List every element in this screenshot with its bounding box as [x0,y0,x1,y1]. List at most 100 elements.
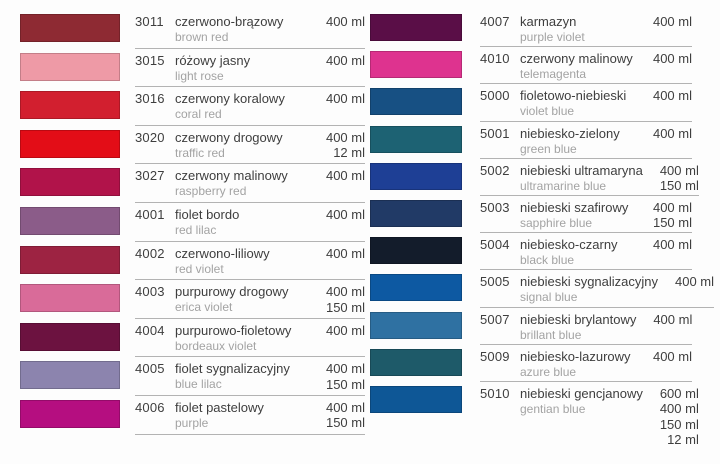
color-code: 3020 [135,129,165,145]
color-swatch [370,311,462,339]
color-swatch [370,88,462,116]
color-name-pl: czerwony malinowy [175,168,288,184]
color-names: czerwony koralowy coral red [173,91,309,122]
color-row: 5000 fioletowo-niebieski violet blue 400… [370,84,692,122]
color-row-text: 5007 niebieski brylantowy brillant blue … [480,308,693,345]
color-swatch [20,322,120,351]
color-name-en: red lilac [175,222,217,237]
volume-list: 400 ml [309,323,365,339]
color-row-text: 5005 niebieski sygnalizacyjny signal blu… [480,270,715,308]
color-name-en: erica violet [175,300,233,315]
volume-item: 400 ml [653,311,693,327]
volume-list: 400 ml [636,312,692,328]
color-row: 5001 niebiesko-zielony green blue 400 ml [370,122,692,159]
color-row: 5003 niebieski szafirowy sapphire blue 4… [370,196,692,234]
color-names: czerwono-brązowy brown red [173,14,309,45]
color-row: 5004 niebiesko-czarny black blue 400 ml [370,233,692,271]
volume-item: 400 ml [652,237,692,253]
color-name-pl: niebieski brylantowy [520,311,637,327]
volume-item: 400 ml [652,348,692,364]
color-name-pl: niebieski szafirowy [520,199,629,215]
color-swatch [370,199,462,227]
color-code: 4001 [135,206,165,222]
color-code: 5005 [480,274,510,290]
volume-item: 400 ml [652,88,692,104]
volume-item: 400 ml [674,274,715,290]
volume-item: 400 ml [325,322,365,338]
color-code: 3027 [135,168,165,184]
color-swatch [370,125,462,153]
color-row-text: 4004 purpurowo-fioletowy bordeaux violet… [135,319,365,358]
color-names: niebieski ultramaryna ultramarine blue [518,163,643,194]
color-row: 4007 karmazyn purple violet 400 ml [370,10,692,48]
color-name-pl: czerwono-liliowy [175,245,270,261]
color-row: 3011 czerwono-brązowy brown red 400 ml [20,10,365,49]
color-code: 4010 [480,51,510,67]
color-names: niebieski gencjanowy gentian blue [518,386,643,417]
volume-list: 400 ml [309,246,365,262]
color-row: 4010 czerwony malinowy telemagenta 400 m… [370,47,692,85]
volume-list: 400 ml [636,237,692,253]
color-swatch [20,129,120,158]
volume-item: 400 ml [325,129,365,145]
color-code: 5004 [480,237,510,253]
volume-item: 400 ml [652,14,692,29]
volume-list: 400 ml [309,207,365,223]
color-name-pl: czerwono-brązowy [175,14,284,29]
color-row-text: 3011 czerwono-brązowy brown red 400 ml [135,10,365,49]
color-name-pl: czerwony koralowy [175,91,285,107]
color-name-pl: karmazyn [520,14,577,29]
color-row: 3015 różowy jasny light rose 400 ml [20,49,365,88]
color-row: 4005 fiolet sygnalizacyjny blue lilac 40… [20,357,365,396]
color-name-en: traffic red [175,145,225,160]
color-row: 4006 fiolet pastelowy purple 400 ml 150 m… [20,396,365,435]
volume-item: 400 ml [325,52,365,68]
volume-item: 400 ml [652,51,692,67]
color-name-en: azure blue [520,364,577,379]
volume-item: 150 ml [325,299,365,315]
color-row-text: 4006 fiolet pastelowy purple 400 ml 150 m… [135,396,365,435]
color-code: 4004 [135,322,165,338]
color-row: 4004 purpurowo-fioletowy bordeaux violet… [20,319,365,358]
volume-item: 400 ml [325,399,365,415]
color-name-pl: fiolet pastelowy [175,399,264,415]
color-name-en: signal blue [520,290,578,305]
color-row: 4002 czerwono-liliowy red violet 400 ml [20,242,365,281]
color-row: 3020 czerwony drogowy traffic red 400 ml… [20,126,365,165]
color-row-text: 5001 niebiesko-zielony green blue 400 ml [480,122,692,159]
color-code: 3015 [135,52,165,68]
color-name-en: purple [175,415,209,430]
color-swatch [20,206,120,235]
color-swatch [370,385,462,413]
color-name-pl: niebiesko-zielony [520,125,620,141]
color-code: 4003 [135,284,165,300]
color-name-pl: niebiesko-lazurowy [520,348,631,364]
volume-list: 400 ml 12 ml [309,130,365,161]
volume-item: 150 ml [325,415,365,431]
color-name-en: red violet [175,261,224,276]
color-row-text: 3027 czerwony malinowy raspberry red 400… [135,164,365,203]
color-names: niebieski szafirowy sapphire blue [518,200,636,231]
color-swatch [370,348,462,376]
color-swatch [20,52,120,81]
color-name-en: black blue [520,253,575,268]
color-swatch [370,51,462,79]
color-column-left: 3011 czerwono-brązowy brown red 400 ml 3… [20,10,365,435]
volume-item: 400 ml [325,284,365,300]
color-row: 5005 niebieski sygnalizacyjny signal blu… [370,270,715,308]
volume-item: 12 ml [667,432,699,448]
color-code: 4002 [135,245,165,261]
color-names: purpurowy drogowy erica violet [173,284,309,315]
color-row-text: 4002 czerwono-liliowy red violet 400 ml [135,242,365,281]
color-name-en: light rose [175,68,224,83]
color-row-text: 5003 niebieski szafirowy sapphire blue 4… [480,196,692,234]
volume-list: 400 ml [309,14,365,30]
color-names: niebieski sygnalizacyjny signal blue [518,274,658,305]
color-row-text: 5004 niebiesko-czarny black blue 400 ml [480,233,692,271]
volume-item: 400 ml [659,162,699,178]
color-row-text: 5002 niebieski ultramaryna ultramarine b… [480,159,699,196]
color-row-text: 4005 fiolet sygnalizacyjny blue lilac 40… [135,357,365,396]
color-code: 5001 [480,125,510,141]
color-name-pl: niebieski ultramaryna [520,162,643,178]
color-row: 5007 niebieski brylantowy brillant blue … [370,308,693,345]
